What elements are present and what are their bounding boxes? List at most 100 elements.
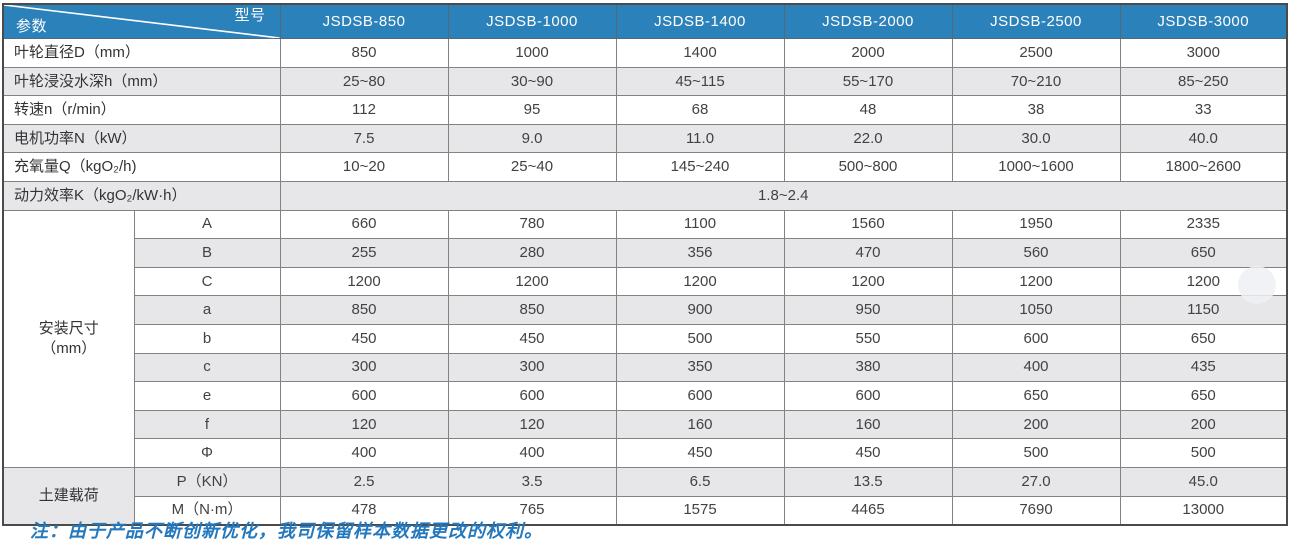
cell-value: 145~240 [615,152,785,182]
cell-value: 9.0 [447,123,617,154]
table-row: 电机功率N（kW） 7.5 9.0 11.0 22.0 30.0 40.0 [2,123,1288,154]
cell-value: 850 [447,295,617,325]
row-label: 叶轮浸没水深h（mm） [2,66,281,97]
cell-value: 22.0 [783,123,953,154]
cell-value: 478 [279,495,449,526]
cell-value: 68 [615,95,785,125]
cell-value: 500~800 [783,152,953,182]
corner-header-cell: 型号 参数 [2,3,281,39]
cell-value-span: 1.8~2.4 [279,180,1288,211]
cell-value: 7690 [951,495,1121,526]
header-row: 型号 参数 JSDSB-850 JSDSB-1000 JSDSB-1400 JS… [2,3,1288,39]
cell-value: 120 [447,409,617,440]
cell-value: 255 [279,238,449,268]
cell-value: 280 [447,238,617,268]
cell-value: 160 [783,409,953,440]
cell-value: 2500 [951,38,1121,68]
table-row: Φ 400 400 450 450 500 500 [3,438,1288,468]
cell-value: 450 [279,323,449,354]
cell-value: 1400 [615,38,785,68]
cell-value: 650 [951,381,1121,411]
group-label-install: 安装尺寸（mm） [2,209,135,468]
column-header: JSDSB-850 [279,3,449,39]
cell-value: 400 [279,438,449,468]
cell-value: 470 [783,238,953,268]
cell-value: 1200 [783,266,953,297]
cell-value: 600 [615,381,785,411]
cell-value: 1150 [1119,295,1288,325]
cell-value: 600 [447,381,617,411]
table-row: 安装尺寸（mm） A 660 780 1100 1560 1950 2335 [2,209,1288,468]
sub-label: f [133,409,281,440]
cell-value: 112 [279,95,449,125]
group-label-load: 土建载荷 [2,466,135,526]
cell-value: 48 [783,95,953,125]
table-row: c 300 300 350 380 400 435 [3,352,1288,383]
table-row: 叶轮浸没水深h（mm） 25~80 30~90 45~115 55~170 70… [2,66,1288,97]
sub-label: a [133,295,281,325]
table-row: 叶轮直径D（mm） 850 1000 1400 2000 2500 3000 [2,38,1288,68]
cell-value: 650 [1119,323,1288,354]
row-label: 充氧量Q（kgO₂/h) [2,152,281,182]
cell-value: 400 [951,352,1121,383]
table-row: C 1200 1200 1200 1200 1200 1200 [3,266,1288,297]
row-label: 动力效率K（kgO₂/kW·h） [2,180,281,211]
cell-value: 1050 [951,295,1121,325]
cell-value: 1800~2600 [1119,152,1288,182]
cell-value: 2000 [783,38,953,68]
cell-value: 350 [615,352,785,383]
cell-value: 7.5 [279,123,449,154]
cell-value: 38 [951,95,1121,125]
sub-label: B [133,238,281,268]
cell-value: 40.0 [1119,123,1288,154]
cell-value: 600 [279,381,449,411]
row-label: 转速n（r/min） [2,95,281,125]
cell-value: 560 [951,238,1121,268]
group-label-install-text: 安装尺寸（mm） [38,320,99,357]
cell-value: 850 [279,295,449,325]
cell-value: 33 [1119,95,1288,125]
cell-value: 10~20 [279,152,449,182]
cell-value: 1575 [615,495,785,526]
cell-value: 25~40 [447,152,617,182]
cell-value: 1200 [1119,266,1288,297]
row-label: 叶轮直径D（mm） [2,38,281,68]
column-header: JSDSB-1400 [615,3,785,39]
cell-value: 27.0 [951,466,1121,497]
cell-value: 45~115 [615,66,785,97]
sub-label: M（N·m） [133,495,281,526]
cell-value: 356 [615,238,785,268]
table-row: 动力效率K（kgO₂/kW·h） 1.8~2.4 [2,180,1288,211]
cell-value: 950 [783,295,953,325]
cell-value: 900 [615,295,785,325]
column-header: JSDSB-1000 [447,3,617,39]
cell-value: 45.0 [1119,466,1288,497]
cell-value: 500 [951,438,1121,468]
sub-label: P（KN） [133,466,281,497]
cell-value: 1950 [951,209,1121,240]
row-label: 电机功率N（kW） [2,123,281,154]
cell-value: 70~210 [951,66,1121,97]
cell-value: 500 [1119,438,1288,468]
table-row: 土建载荷 P（KN） 2.5 3.5 6.5 13.5 27.0 45.0 [2,466,1288,526]
cell-value: 55~170 [783,66,953,97]
cell-value: 3.5 [447,466,617,497]
column-header: JSDSB-2000 [783,3,953,39]
cell-value: 1100 [615,209,785,240]
cell-value: 25~80 [279,66,449,97]
cell-value: 120 [279,409,449,440]
sub-label: c [133,352,281,383]
cell-value: 600 [951,323,1121,354]
cell-value: 85~250 [1119,66,1288,97]
cell-value: 500 [615,323,785,354]
cell-value: 95 [447,95,617,125]
table-row: a 850 850 900 950 1050 1150 [3,295,1288,325]
sub-label: C [133,266,281,297]
cell-value: 4465 [783,495,953,526]
cell-value: 650 [1119,238,1288,268]
cell-value: 1200 [951,266,1121,297]
cell-value: 380 [783,352,953,383]
cell-value: 30~90 [447,66,617,97]
cell-value: 11.0 [615,123,785,154]
column-header: JSDSB-3000 [1119,3,1288,39]
